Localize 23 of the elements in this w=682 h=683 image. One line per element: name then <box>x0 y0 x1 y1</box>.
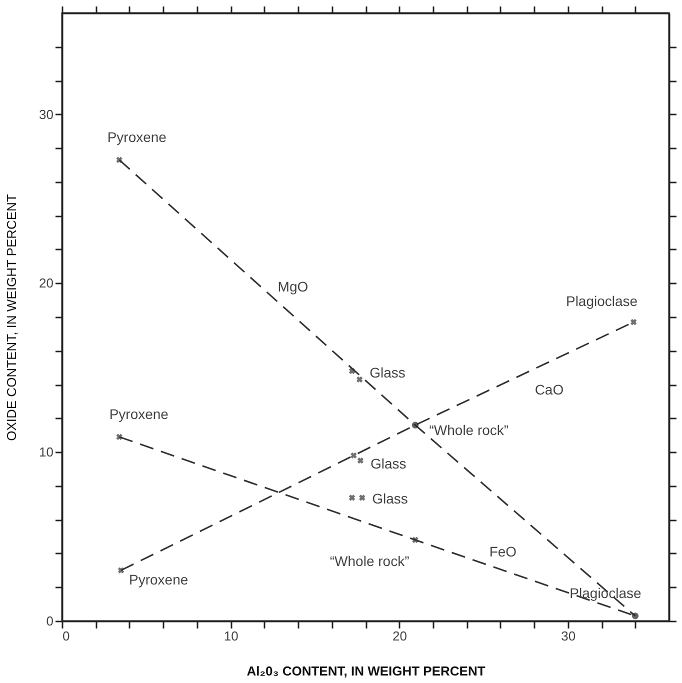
annotation: “Whole rock” <box>429 422 509 438</box>
x-tick-label: 0 <box>62 628 70 644</box>
annotation: Glass <box>372 490 408 507</box>
annotation: Glass <box>370 456 406 472</box>
annotation: Plagioclase <box>570 584 642 601</box>
annotation: Plagioclase <box>566 293 638 310</box>
y-axis-title: OXIDE CONTENT, IN WEIGHT PERCENT <box>4 194 20 441</box>
x-tick-label: 20 <box>392 628 407 644</box>
annotation: “Whole rock” <box>330 552 410 569</box>
annotation: Pyroxene <box>109 406 169 422</box>
x-tick-label: 10 <box>224 628 238 644</box>
y-tick-label: 0 <box>46 614 54 628</box>
annotation: Glass <box>370 364 406 380</box>
y-tick-label: 20 <box>39 276 54 291</box>
annotation: Pyroxene <box>107 128 167 145</box>
series-label: CaO <box>534 382 564 398</box>
series-label: FeO <box>489 543 517 560</box>
x-axis-title: Al₂0₃ CONTENT, IN WEIGHT PERCENT <box>246 664 486 678</box>
y-tick-label: 10 <box>39 444 54 460</box>
annotation: Pyroxene <box>129 571 188 588</box>
series-label: MgO <box>278 278 308 295</box>
x-tick-label: 30 <box>561 628 576 644</box>
y-tick-label: 30 <box>39 106 54 122</box>
